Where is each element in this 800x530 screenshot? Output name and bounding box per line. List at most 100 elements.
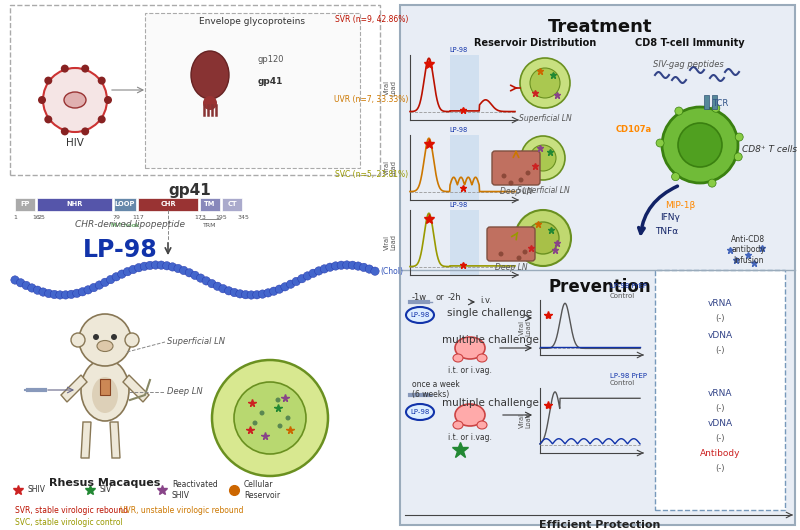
Text: Reservoir Distribution: Reservoir Distribution — [474, 38, 596, 48]
Circle shape — [208, 279, 216, 288]
Text: (-): (-) — [715, 346, 725, 355]
Text: (-): (-) — [715, 403, 725, 412]
Circle shape — [151, 261, 160, 269]
Text: CHR: CHR — [160, 201, 176, 208]
Text: once a week
(6 weeks): once a week (6 weeks) — [412, 380, 460, 400]
Circle shape — [79, 314, 131, 366]
Text: Reactivated
SHIV: Reactivated SHIV — [172, 480, 218, 500]
Circle shape — [275, 285, 283, 294]
Text: gp120: gp120 — [258, 56, 285, 65]
Circle shape — [527, 222, 559, 254]
Text: TNFα: TNFα — [655, 226, 678, 235]
Text: Envelope glycoproteins: Envelope glycoproteins — [199, 17, 305, 26]
Circle shape — [498, 252, 503, 257]
Circle shape — [56, 291, 64, 299]
Circle shape — [359, 263, 368, 271]
Polygon shape — [81, 422, 91, 458]
Bar — [100, 379, 110, 395]
Text: TCR: TCR — [712, 99, 728, 108]
Circle shape — [253, 290, 261, 299]
Text: vRNA: vRNA — [708, 298, 732, 307]
Text: Control: Control — [610, 380, 635, 386]
Text: Superficial LN: Superficial LN — [167, 338, 225, 347]
Text: CD8⁺ T cells: CD8⁺ T cells — [742, 146, 797, 155]
Text: UVR, unstable virologic rebound: UVR, unstable virologic rebound — [120, 506, 243, 515]
Circle shape — [43, 68, 107, 132]
Text: LP-98: LP-98 — [410, 312, 430, 318]
Text: LP-98 PrEP: LP-98 PrEP — [610, 373, 647, 379]
Text: HIV: HIV — [66, 138, 84, 148]
Circle shape — [67, 290, 75, 298]
Text: SVR (n=9, 42.86%): SVR (n=9, 42.86%) — [334, 15, 408, 24]
Text: FP: FP — [20, 201, 30, 208]
Circle shape — [671, 173, 679, 181]
Circle shape — [234, 382, 306, 454]
Circle shape — [275, 398, 281, 402]
Text: Superficial LN: Superficial LN — [517, 186, 570, 195]
Circle shape — [22, 281, 30, 290]
Circle shape — [371, 267, 379, 276]
Text: Superficial LN: Superficial LN — [518, 114, 571, 123]
Circle shape — [286, 416, 290, 420]
Bar — [712, 95, 717, 109]
Text: 79: 79 — [112, 215, 120, 220]
Circle shape — [28, 284, 36, 292]
Text: Viral
Load: Viral Load — [518, 320, 531, 335]
Text: TRM: TRM — [203, 223, 217, 228]
Circle shape — [190, 271, 199, 279]
Circle shape — [140, 262, 149, 270]
Circle shape — [365, 265, 374, 273]
Text: M-T hook: M-T hook — [111, 223, 139, 228]
Circle shape — [185, 269, 194, 277]
Ellipse shape — [64, 92, 86, 108]
Circle shape — [50, 290, 58, 299]
Text: SVC (n=5, 23.81%): SVC (n=5, 23.81%) — [335, 170, 408, 179]
Polygon shape — [61, 375, 87, 402]
Text: SVR, stable virologic rebound: SVR, stable virologic rebound — [15, 506, 128, 515]
Text: or: or — [435, 293, 444, 302]
Circle shape — [111, 334, 117, 340]
Text: gp41: gp41 — [258, 77, 283, 86]
Text: 345: 345 — [237, 215, 249, 220]
Ellipse shape — [406, 404, 434, 420]
Text: vRNA: vRNA — [708, 388, 732, 398]
Ellipse shape — [453, 354, 463, 362]
Text: Anti-CD8
antibody
Infusion: Anti-CD8 antibody Infusion — [731, 235, 765, 265]
Circle shape — [44, 116, 52, 123]
Text: (Chol): (Chol) — [380, 267, 403, 276]
Circle shape — [708, 179, 716, 187]
Text: i.t. or i.vag.: i.t. or i.vag. — [448, 366, 492, 375]
Circle shape — [157, 261, 166, 269]
Text: vDNA: vDNA — [707, 419, 733, 428]
Circle shape — [509, 181, 514, 186]
Text: LP-98 PrEP: LP-98 PrEP — [610, 283, 647, 289]
Bar — [450, 135, 479, 200]
Bar — [704, 95, 709, 109]
Text: Viral
Load: Viral Load — [383, 234, 397, 251]
Text: Treatment: Treatment — [548, 18, 652, 36]
Bar — [450, 210, 479, 275]
Text: 16: 16 — [32, 215, 40, 220]
Circle shape — [675, 107, 683, 115]
Circle shape — [162, 262, 171, 270]
Circle shape — [278, 423, 282, 428]
Circle shape — [219, 285, 227, 293]
Circle shape — [212, 360, 328, 476]
Circle shape — [236, 290, 244, 298]
Circle shape — [230, 288, 238, 297]
Circle shape — [78, 288, 86, 296]
Circle shape — [521, 136, 565, 180]
Circle shape — [292, 277, 301, 286]
Circle shape — [678, 123, 722, 167]
FancyBboxPatch shape — [487, 227, 535, 261]
Text: SVC, stable virologic control: SVC, stable virologic control — [15, 518, 122, 527]
Text: LP-98: LP-98 — [82, 238, 158, 262]
Circle shape — [81, 65, 89, 73]
FancyBboxPatch shape — [37, 198, 112, 211]
Circle shape — [101, 278, 109, 287]
Text: i.v.: i.v. — [480, 296, 492, 305]
Circle shape — [123, 268, 132, 276]
Text: LP-98: LP-98 — [410, 409, 430, 415]
Text: LP-98: LP-98 — [450, 127, 468, 133]
Circle shape — [90, 284, 98, 292]
